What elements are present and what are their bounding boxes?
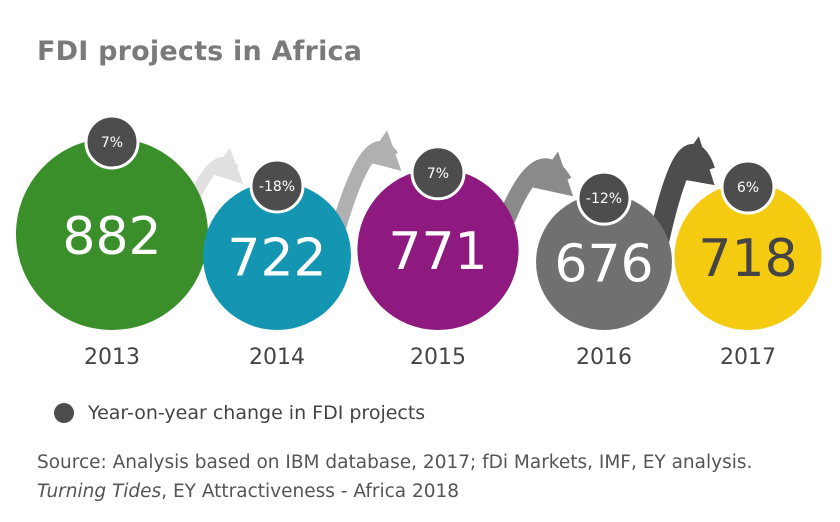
source-line-2: Turning Tides, EY Attractiveness - Afric… (37, 477, 752, 506)
value-label-2013: 882 (62, 207, 161, 267)
year-label-2014: 2014 (249, 345, 305, 370)
source-note: Source: Analysis based on IBM database, … (37, 448, 752, 506)
trend-arrow-head-2015 (365, 130, 402, 171)
year-label-2017: 2017 (720, 345, 776, 370)
trend-arrow-head-2014 (211, 147, 244, 185)
year-label-2016: 2016 (576, 345, 632, 370)
change-label-2014: -18% (259, 179, 295, 195)
chart-title: FDI projects in Africa (37, 36, 363, 67)
change-label-2016: -12% (586, 191, 622, 207)
year-label-2013: 2013 (84, 345, 140, 370)
year-label-2015: 2015 (410, 345, 466, 370)
trend-arrow-head-2017 (670, 136, 715, 186)
source-publication-title: Turning Tides (37, 481, 162, 502)
value-label-2014: 722 (227, 228, 326, 288)
change-label-2015: 7% (427, 166, 449, 182)
change-badge-2015 (410, 145, 466, 201)
bubble-2013 (16, 138, 208, 330)
legend-label: Year-on-year change in FDI projects (88, 402, 426, 424)
bubble-chart: 882 7% 2013 722 -18% 2014 771 7% 2015 676 -12% 2016… (16, 114, 822, 370)
source-line-1: Source: Analysis based on IBM database, … (37, 452, 753, 473)
bubble-2017 (674, 183, 822, 330)
legend: Year-on-year change in FDI projects (54, 402, 425, 424)
bubble-2016 (536, 194, 672, 330)
change-badge-2016 (576, 170, 632, 226)
change-badge-2013 (84, 114, 140, 170)
bubble-2015 (357, 168, 519, 330)
value-label-2016: 676 (554, 234, 653, 294)
change-badge-2017 (720, 159, 776, 215)
change-label-2013: 7% (101, 135, 123, 151)
value-label-2015: 771 (388, 222, 487, 282)
value-label-2017: 718 (698, 229, 797, 289)
trend-arrow-head-2016 (532, 151, 574, 197)
legend-marker (54, 403, 74, 423)
change-label-2017: 6% (737, 180, 759, 196)
source-publication-detail: , EY Attractiveness - Africa 2018 (161, 481, 460, 502)
change-badge-2014 (249, 158, 305, 214)
bubble-2014 (202, 181, 352, 330)
